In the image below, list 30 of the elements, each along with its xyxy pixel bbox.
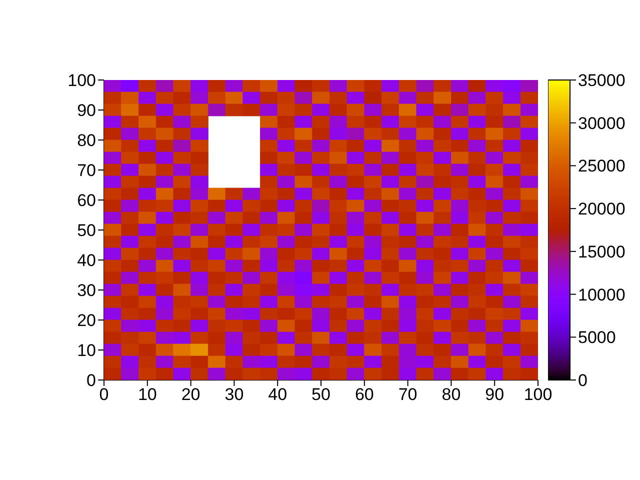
- x-tick-label: 30: [224, 385, 244, 404]
- y-tick-label: 90: [77, 101, 96, 120]
- y-tick-label: 60: [77, 191, 96, 210]
- y-tick-label: 30: [77, 281, 96, 300]
- y-tick-label: 40: [77, 251, 96, 270]
- y-tick-label: 0: [86, 371, 96, 390]
- x-tick-label: 10: [138, 385, 157, 404]
- y-tick-label: 80: [77, 131, 96, 150]
- x-tick-label: 50: [312, 385, 330, 404]
- color-bar-label: 25000: [578, 156, 626, 176]
- color-bar-label: 35000: [578, 71, 626, 90]
- x-tick-label: 70: [398, 385, 418, 404]
- x-tick-label: 90: [485, 385, 504, 404]
- x-tick-label: 100: [524, 385, 552, 404]
- x-tick-label: 60: [354, 385, 374, 404]
- color-bar-label: 0: [578, 371, 588, 390]
- y-tick-label: 100: [68, 71, 96, 90]
- y-tick-label: 20: [77, 311, 96, 330]
- color-bar-label: 20000: [578, 200, 626, 219]
- x-tick-label: 80: [442, 385, 461, 404]
- y-tick-label: 50: [77, 221, 96, 240]
- color-bar-label: 15000: [578, 242, 626, 262]
- color-bar-label: 5000: [578, 328, 616, 348]
- x-tick-label: 40: [268, 385, 288, 404]
- x-tick-label: 0: [99, 385, 109, 404]
- x-tick-label: 20: [181, 385, 200, 404]
- color-bar-label: 10000: [578, 285, 626, 304]
- y-tick-label: 10: [77, 341, 96, 360]
- y-tick-label: 70: [77, 161, 96, 180]
- color-bar-label: 30000: [578, 114, 626, 133]
